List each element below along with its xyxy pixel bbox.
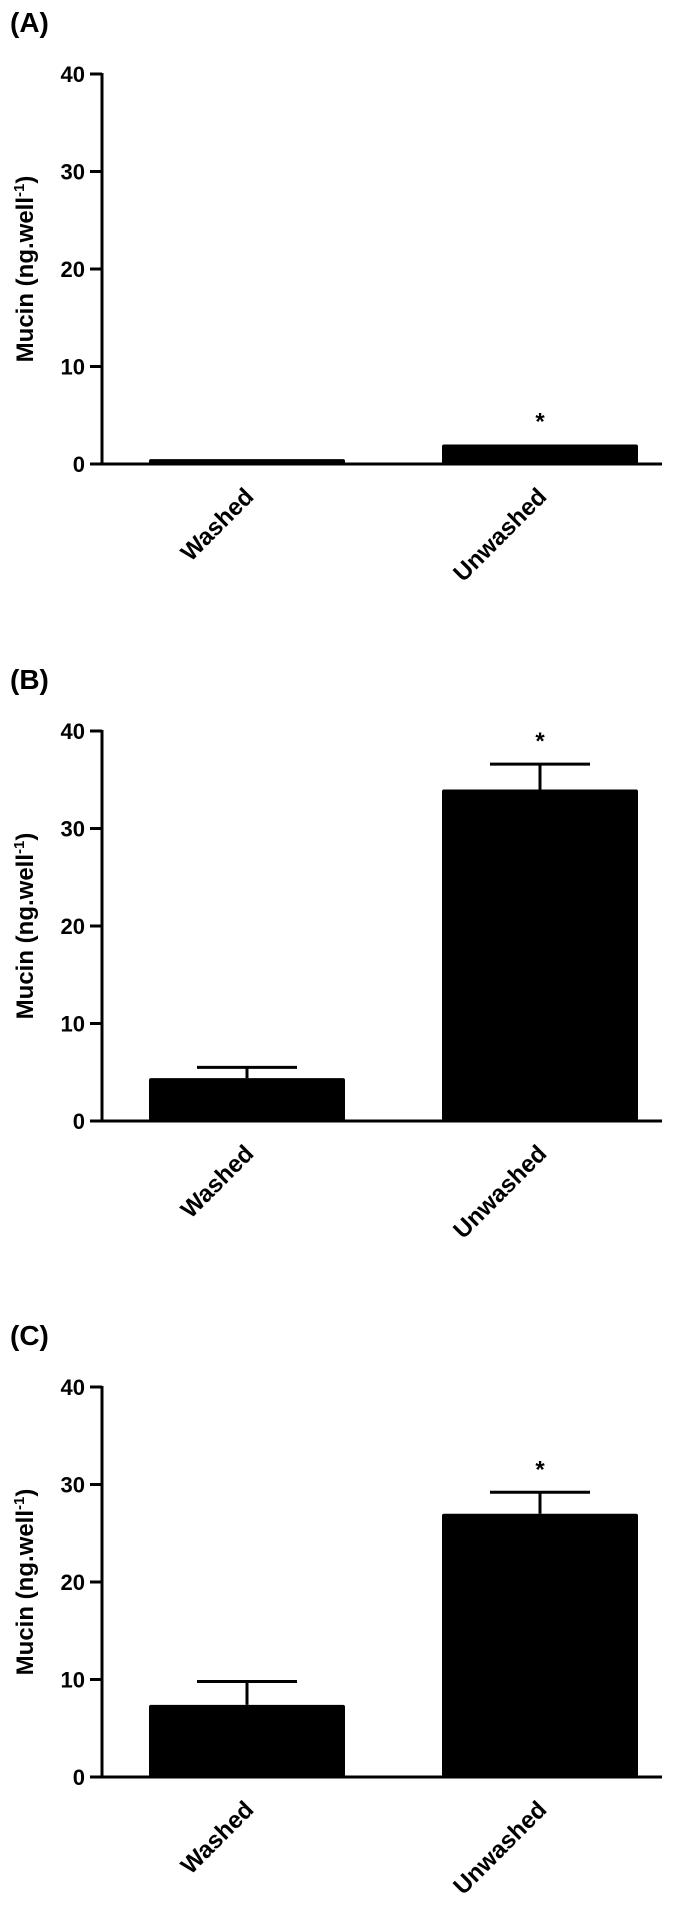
y-tick-label: 40 [61, 719, 85, 744]
x-tick-label: Washed [176, 1140, 260, 1224]
y-tick-label: 20 [61, 1570, 85, 1595]
y-tick-label: 0 [73, 452, 85, 477]
significance-marker: * [535, 728, 545, 755]
significance-marker: * [535, 1456, 545, 1483]
y-tick-label: 10 [61, 1668, 85, 1693]
y-axis-label: Mucin (ng.well-1) [11, 1489, 39, 1676]
chart-panel: (B) 0 10 20 30 40 Mucin (ng.well-1) Washed * Unwa… [10, 664, 662, 1244]
chart-panel: (C) 0 10 20 30 40 Mucin (ng.well-1) Washed * Unwa… [10, 1320, 662, 1900]
y-tick-label: 20 [61, 914, 85, 939]
x-tick-label: Unwashed [448, 1140, 552, 1244]
y-tick-label: 0 [73, 1109, 85, 1134]
chart-panel: (A) 0 10 20 30 40 Mucin (ng.well-1) Washed * Unwa… [10, 7, 662, 587]
x-tick-label: Unwashed [448, 1796, 552, 1900]
y-tick-label: 20 [61, 257, 85, 282]
y-tick-label: 30 [61, 1473, 85, 1498]
y-axis-label: Mucin (ng.well-1) [11, 833, 39, 1020]
y-axis-label: Mucin (ng.well-1) [11, 176, 39, 363]
panel-label: (B) [10, 664, 49, 695]
y-tick-label: 40 [61, 1375, 85, 1400]
panel-label: (C) [10, 1320, 49, 1351]
bar [442, 1513, 638, 1777]
y-tick-label: 0 [73, 1765, 85, 1790]
bar [442, 789, 638, 1121]
bar [149, 1704, 345, 1777]
significance-marker: * [535, 409, 545, 436]
y-tick-label: 10 [61, 355, 85, 380]
y-tick-label: 10 [61, 1012, 85, 1037]
y-tick-label: 30 [61, 817, 85, 842]
y-tick-label: 40 [61, 62, 85, 87]
panel-label: (A) [10, 7, 49, 38]
x-tick-label: Washed [176, 483, 260, 567]
x-tick-label: Unwashed [448, 483, 552, 587]
x-tick-label: Washed [176, 1796, 260, 1880]
y-tick-label: 30 [61, 160, 85, 185]
bar [149, 1078, 345, 1121]
bar [149, 459, 345, 464]
bar [442, 444, 638, 464]
